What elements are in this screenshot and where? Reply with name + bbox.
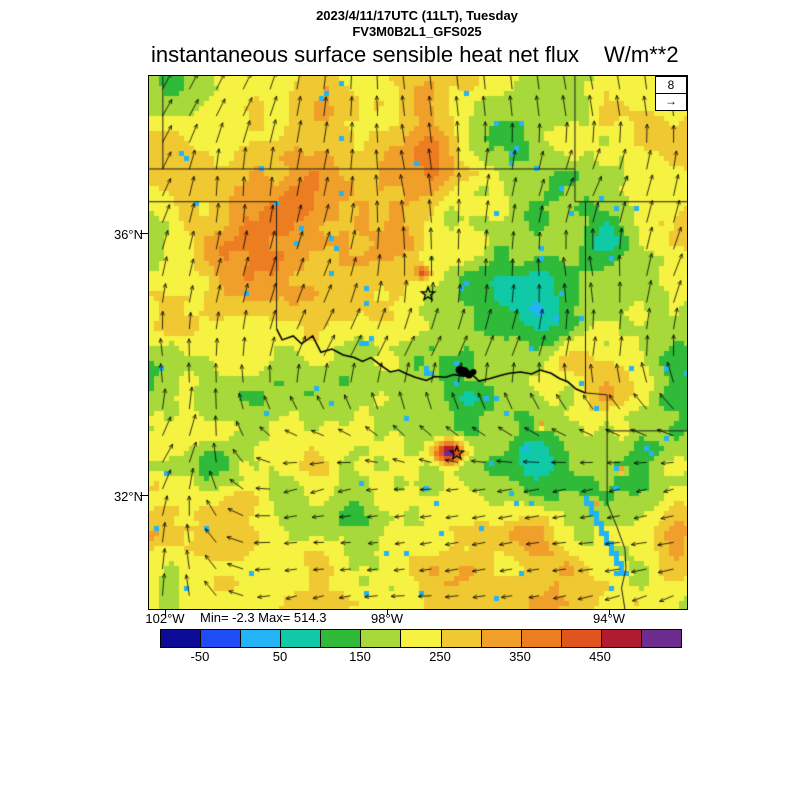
model-heading: FV3M0B2L1_GFS025: [352, 24, 482, 39]
colorbar-segment: [640, 630, 682, 647]
lon-tick-98w: [387, 609, 388, 615]
colorbar-segment: [320, 630, 361, 647]
colorbar-segment: [280, 630, 321, 647]
lat-label-32n: 32°N: [113, 489, 143, 504]
colorbar-segment: [600, 630, 641, 647]
colorbar-segment: [240, 630, 281, 647]
colorbar-segment: [520, 630, 561, 647]
lat-label-36n: 36°N: [113, 227, 143, 242]
colorbar-segment: [400, 630, 441, 647]
colorbar-segment: [360, 630, 401, 647]
map-frame: [148, 75, 688, 610]
datetime-heading: 2023/4/11/17UTC (11LT), Tuesday: [316, 8, 518, 23]
lon-tick-102w: [165, 609, 166, 615]
colorbar-ticks: -50 50 150 250 350 450: [160, 649, 680, 665]
colorbar-tick-label: 350: [509, 649, 531, 664]
colorbar-segment: [161, 630, 201, 647]
colorbar-segment: [560, 630, 601, 647]
colorbar-tick-label: 450: [589, 649, 611, 664]
colorbar-tick-label: 50: [272, 649, 288, 664]
colorbar-tick-label: 150: [349, 649, 371, 664]
vector-reference-box: 8 →: [655, 76, 687, 111]
colorbar-segment: [200, 630, 241, 647]
units-label: W/m**2: [604, 42, 679, 67]
vector-reference-value: 8: [667, 78, 675, 92]
colorbar-tick-label: -50: [190, 649, 210, 664]
colorbar-segment: [440, 630, 481, 647]
lat-tick-36n: [140, 233, 148, 234]
colorbar-segment: [480, 630, 521, 647]
lon-tick-94w: [609, 609, 610, 615]
lon-label-98w: 98°W: [371, 611, 403, 626]
minmax-stats: Min= -2.3 Max= 514.3: [200, 610, 327, 625]
vector-reference-arrow-icon: →: [656, 93, 686, 110]
lon-label-102w: 102°W: [145, 611, 185, 626]
plot-title: instantaneous surface sensible heat net …: [151, 42, 580, 67]
colorbar-tick-label: 250: [429, 649, 451, 664]
colorbar: [160, 629, 682, 648]
lat-tick-32n: [140, 495, 148, 496]
map-canvas: [149, 76, 687, 609]
lon-label-94w: 94°W: [593, 611, 625, 626]
